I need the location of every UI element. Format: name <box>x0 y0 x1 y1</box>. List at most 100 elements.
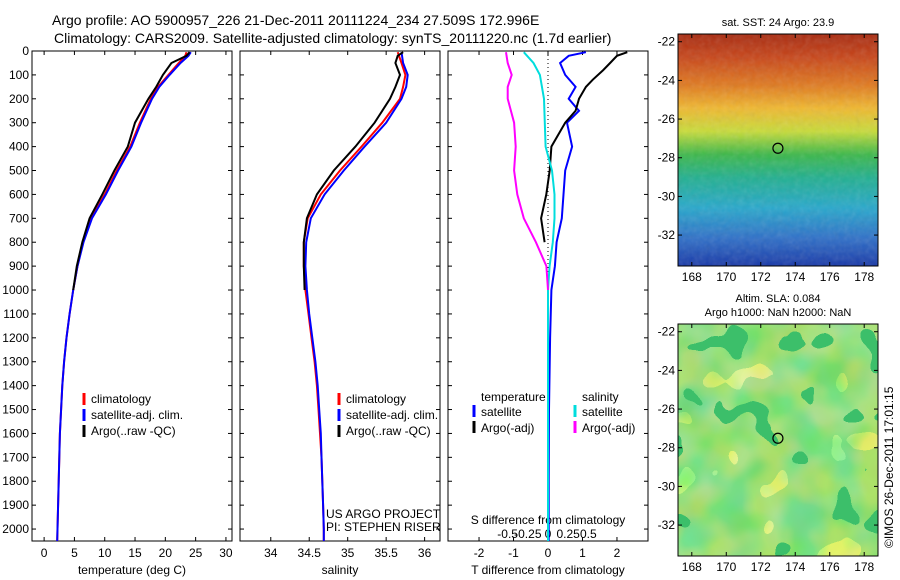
series-line <box>56 51 192 541</box>
y-tick-label: 1800 <box>2 474 29 488</box>
salinity-panel: 34 34.5 35 35.5 36 salinity climatology satelli… <box>239 50 441 577</box>
x-tick-label: 36 <box>418 546 432 560</box>
x-tick-label: 35 <box>341 546 355 560</box>
x-tick-label: 172 <box>751 270 771 284</box>
x-tick-label: 0 <box>41 546 48 560</box>
x-tick-label: 172 <box>751 560 771 574</box>
secondary-tick-label: -0.5 <box>497 527 518 541</box>
legend-label: satellite-adj. clim. <box>91 408 183 422</box>
sla-map-panel: 168 170 172 174 176 178 -22 -24 -26 -28 -30 -32 Alti… <box>658 293 879 574</box>
x-tick-label: 0 <box>545 546 552 560</box>
map-title: sat. SST: 24 Argo: 23.9 <box>722 17 835 29</box>
legend-label: climatology <box>91 392 151 406</box>
x-tick-label: 20 <box>159 546 173 560</box>
y-tick-label: 1500 <box>2 403 29 417</box>
series-line <box>505 52 549 291</box>
y-tick-label: 1200 <box>2 331 29 345</box>
x-axis-label: temperature (deg C) <box>78 563 186 577</box>
x-tick-label: 178 <box>854 560 874 574</box>
legend-label: satellite <box>582 405 623 419</box>
y-tick-label: 800 <box>9 235 29 249</box>
figure-title-line-2: Climatology: CARS2009. Satellite-adjuste… <box>54 30 612 46</box>
x-tick-label: 174 <box>785 560 805 574</box>
x-tick-label: -2 <box>474 546 485 560</box>
plot-frame <box>31 50 233 542</box>
legend-label: climatology <box>346 392 406 406</box>
y-tick-label: -28 <box>658 441 676 455</box>
legend-label: Argo(-adj) <box>481 421 534 435</box>
x-tick-label: 30 <box>219 546 233 560</box>
legend-group-title: salinity <box>582 390 619 404</box>
side-copyright-label: ©IMOS 26-Dec-2011 17:01:15 <box>882 386 896 548</box>
legend-label: Argo(..raw -QC) <box>346 424 431 438</box>
y-tick-label: 400 <box>9 140 29 154</box>
series-line <box>302 51 404 291</box>
y-tick-label: 300 <box>9 116 29 130</box>
y-tick-label: 1900 <box>2 498 29 512</box>
plot-frame <box>239 50 441 542</box>
series-line <box>547 51 587 541</box>
map-frame <box>677 323 879 557</box>
y-tick-label: 1600 <box>2 426 29 440</box>
series-line <box>302 51 407 541</box>
series-line <box>56 51 188 541</box>
series-group <box>302 51 409 541</box>
annotation-pi: PI: STEPHEN RISER <box>326 520 441 534</box>
y-tick-label: 1000 <box>2 283 29 297</box>
y-tick-label: 700 <box>9 211 29 225</box>
figure-title-line-1: Argo profile: AO 5900957_226 21-Dec-2011… <box>52 12 540 28</box>
legend-label: Argo(..raw -QC) <box>91 424 176 438</box>
x-tick-label: 5 <box>71 546 78 560</box>
legend-label: Argo(-adj) <box>582 421 635 435</box>
sla-texture <box>678 324 878 556</box>
y-tick-label: 1300 <box>2 355 29 369</box>
series-line <box>540 51 628 243</box>
y-tick-label: 600 <box>9 187 29 201</box>
sst-texture <box>678 34 878 266</box>
x-tick-label: 15 <box>128 546 142 560</box>
x-tick-label: 25 <box>189 546 203 560</box>
y-tick-label: -28 <box>658 151 676 165</box>
x-tick-label: 34.5 <box>298 546 322 560</box>
series-group <box>56 51 192 541</box>
x-tick-label: 35.5 <box>374 546 398 560</box>
legend-label: satellite-adj. clim. <box>346 408 438 422</box>
series-line <box>523 51 556 541</box>
x-tick-label: 2 <box>614 546 621 560</box>
x-tick-label: 34 <box>264 546 278 560</box>
x-axis-label: T difference from climatology <box>471 563 625 577</box>
secondary-tick-label: 0.25 <box>556 527 580 541</box>
series-group <box>505 51 628 541</box>
map-title: Altim. SLA: 0.084 <box>736 293 821 305</box>
y-tick-label: 200 <box>9 92 29 106</box>
x-tick-label: 174 <box>785 270 805 284</box>
y-tick-label: -32 <box>658 228 676 242</box>
series-line <box>72 51 191 291</box>
y-tick-label: -26 <box>658 402 676 416</box>
y-tick-label: 1100 <box>3 307 29 321</box>
map-subtitle: Argo h1000: NaN h2000: NaN <box>705 307 852 319</box>
x-tick-label: 176 <box>820 560 840 574</box>
series-line <box>304 52 409 541</box>
y-tick-label: 900 <box>9 259 29 273</box>
temperature-panel: 0 5 10 15 20 25 300100200300400500600700800900… <box>2 44 233 577</box>
x-tick-label: 10 <box>98 546 112 560</box>
x-axis-label: salinity <box>322 563 359 577</box>
legend-label: satellite <box>481 405 522 419</box>
x-tick-label: 170 <box>716 560 736 574</box>
legend-group-title: temperature <box>481 390 546 404</box>
map-frame <box>677 33 879 267</box>
y-tick-label: 500 <box>9 164 29 178</box>
x-tick-label: 170 <box>716 270 736 284</box>
y-tick-label: 0 <box>22 44 29 58</box>
argo-position-marker <box>772 432 784 444</box>
y-tick-label: 2000 <box>2 522 29 536</box>
y-tick-label: -30 <box>658 189 676 203</box>
secondary-tick-label: 0.5 <box>580 527 597 541</box>
secondary-tick-label: -0.25 <box>514 527 542 541</box>
y-tick-label: -32 <box>658 518 676 532</box>
sst-map-panel: 168 170 172 174 176 178 -22 -24 -26 -28 -30 -32 sat.… <box>658 17 879 284</box>
y-tick-label: 100 <box>9 68 29 82</box>
